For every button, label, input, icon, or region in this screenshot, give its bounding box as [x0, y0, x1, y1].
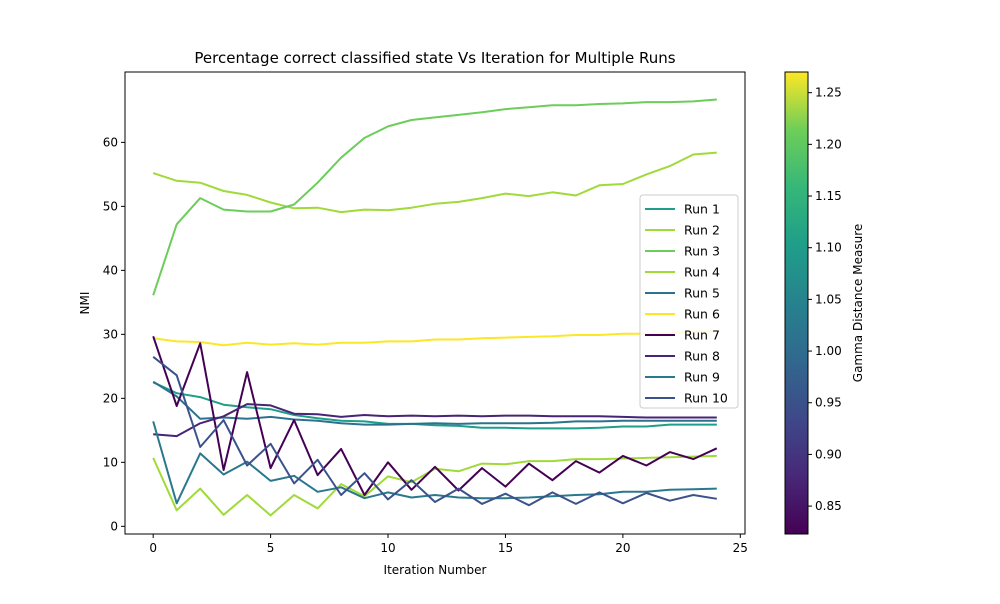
legend: Run 1 Run 2 Run 3 Run 4 Run 5 Run 6 Run 7 Run 8…	[639, 194, 739, 409]
colorbar-gradient	[784, 71, 809, 535]
colorbar-tick-label: 1.05	[815, 292, 842, 306]
colorbar-tick-label: 0.85	[815, 499, 842, 513]
y-tick-label: 60	[103, 135, 118, 149]
colorbar	[784, 71, 809, 535]
series-layer	[152, 98, 718, 517]
legend-label-run-10: Run 10	[684, 391, 728, 406]
x-tick-label: 15	[498, 541, 513, 555]
series-line-run-10	[152, 356, 717, 507]
colorbar-tick-label: 0.95	[815, 396, 842, 410]
y-tick-label: 20	[103, 391, 118, 405]
x-tick-label: 0	[149, 541, 157, 555]
x-tick-label: 10	[380, 541, 395, 555]
legend-label-run-1: Run 1	[684, 202, 720, 217]
colorbar-tick-label: 1.25	[815, 86, 842, 100]
y-tick-label: 30	[103, 327, 118, 341]
x-axis-ticks: 0 5 10 15 20 25	[149, 534, 748, 555]
colorbar-tick-label: 0.90	[815, 447, 842, 461]
series-line-run-1	[152, 381, 717, 430]
legend-label-run-5: Run 5	[684, 286, 720, 301]
legend-box	[639, 194, 739, 409]
legend-label-run-6: Run 6	[684, 307, 720, 322]
legend-label-run-4: Run 4	[684, 265, 720, 280]
x-tick-label: 20	[615, 541, 630, 555]
series-line-run-8	[153, 403, 717, 438]
legend-label-run-9: Run 9	[684, 370, 720, 385]
x-axis-label: Iteration Number	[384, 563, 487, 577]
colorbar-tick-label: 1.00	[815, 344, 842, 358]
y-tick-label: 50	[103, 199, 118, 213]
legend-label-run-7: Run 7	[684, 328, 720, 343]
y-tick-label: 40	[103, 263, 118, 277]
series-line-run-9	[152, 421, 717, 505]
series-line-run-3	[152, 98, 717, 296]
series-line-run-6	[153, 330, 717, 347]
colorbar-ticks: 0.85 0.90 0.95 1.00 1.05 1.10 1.15 1.20 1.25	[808, 86, 842, 513]
y-axis-ticks: 0 10 20 30 40 50 60	[103, 135, 125, 533]
series-line-run-4	[152, 454, 717, 517]
colorbar-tick-label: 1.10	[815, 241, 842, 255]
legend-label-run-3: Run 3	[684, 244, 720, 259]
series-line-run-5	[152, 380, 717, 426]
y-tick-label: 0	[110, 519, 118, 533]
y-tick-label: 10	[103, 455, 118, 469]
y-axis-label: NMI	[78, 292, 92, 315]
chart-title: Percentage correct classified state Vs I…	[194, 49, 675, 67]
colorbar-tick-label: 1.20	[815, 137, 842, 151]
legend-label-run-8: Run 8	[684, 349, 720, 364]
x-tick-label: 25	[733, 541, 748, 555]
colorbar-label: Gamma Distance Measure	[851, 224, 865, 382]
legend-label-run-2: Run 2	[684, 223, 720, 238]
plot-frame	[124, 71, 746, 535]
colorbar-tick-label: 1.15	[815, 189, 842, 203]
x-tick-label: 5	[267, 541, 275, 555]
series-line-run-7	[152, 335, 718, 496]
series-line-run-2	[152, 151, 717, 214]
